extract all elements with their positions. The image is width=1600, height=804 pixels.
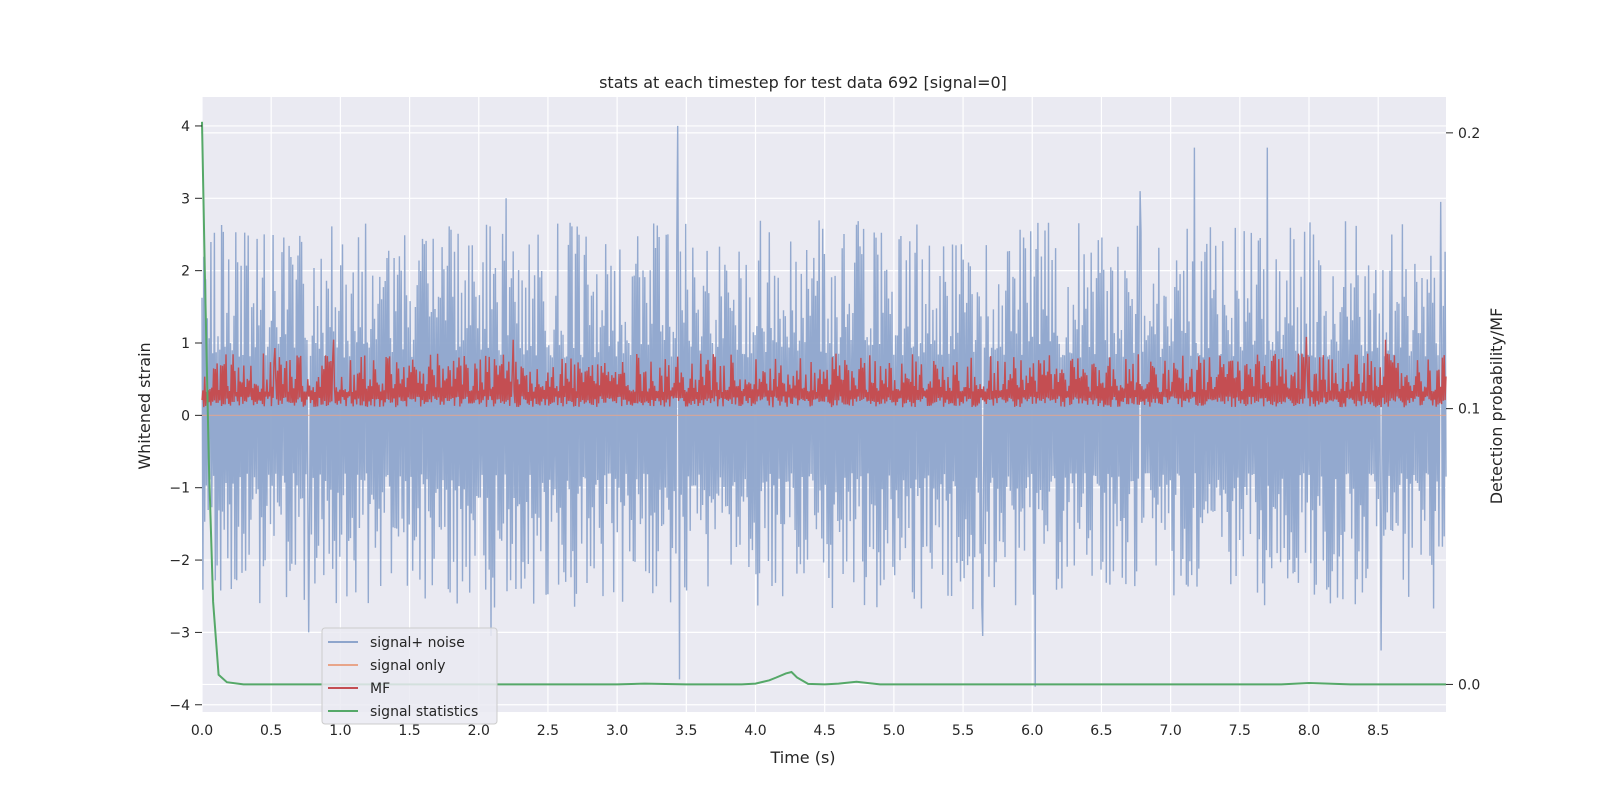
x-tick-label: 3.0 [606,723,628,739]
x-tick-label: 2.0 [468,723,490,739]
y2-tick-label: 0.1 [1458,402,1480,418]
y-tick-label: 1 [181,336,190,352]
legend-label: MF [370,681,390,697]
x-tick-label: 1.5 [398,723,420,739]
x-tick-label: 2.5 [537,723,559,739]
legend-box [321,627,498,725]
y-tick-label: −1 [169,481,190,497]
y2-tick-label: 0.0 [1458,677,1480,693]
chart-title: stats at each timestep for test data 692… [599,73,1007,92]
legend-label: signal+ noise [370,635,465,651]
x-tick-label: 7.5 [1229,723,1251,739]
x-tick-label: 4.0 [744,723,766,739]
y-axis-label: Whitened strain [135,342,154,469]
y2-tick-label: 0.2 [1458,126,1480,142]
series-signal-noise [201,125,1447,687]
x-tick-label: 8.0 [1298,723,1320,739]
x-tick-label: 1.0 [329,723,351,739]
y2-axis-label: Detection probability/MF [1487,308,1506,505]
series-mf [201,336,1447,408]
legend-label: signal statistics [370,704,478,720]
x-tick-label: 0.0 [191,723,213,739]
x-tick-label: 5.5 [952,723,974,739]
series-signal-statistics [201,121,1446,686]
legend-label: signal only [370,658,445,674]
y-tick-label: −3 [169,625,190,641]
y-tick-label: 4 [181,119,190,135]
x-tick-label: 6.0 [1021,723,1043,739]
y-tick-label: 3 [181,191,190,207]
y-tick-label: 0 [181,408,190,424]
x-tick-label: 8.5 [1367,723,1389,739]
x-tick-label: 6.5 [1090,723,1112,739]
y-tick-label: 2 [181,264,190,280]
x-tick-label: 3.5 [675,723,697,739]
x-tick-label: 4.5 [814,723,836,739]
x-tick-label: 5.0 [883,723,905,739]
x-axis-label: Time (s) [769,748,835,767]
x-tick-label: 0.5 [260,723,282,739]
y-tick-label: −4 [169,698,190,714]
x-tick-label: 7.0 [1159,723,1181,739]
y-tick-label: −2 [169,553,190,569]
